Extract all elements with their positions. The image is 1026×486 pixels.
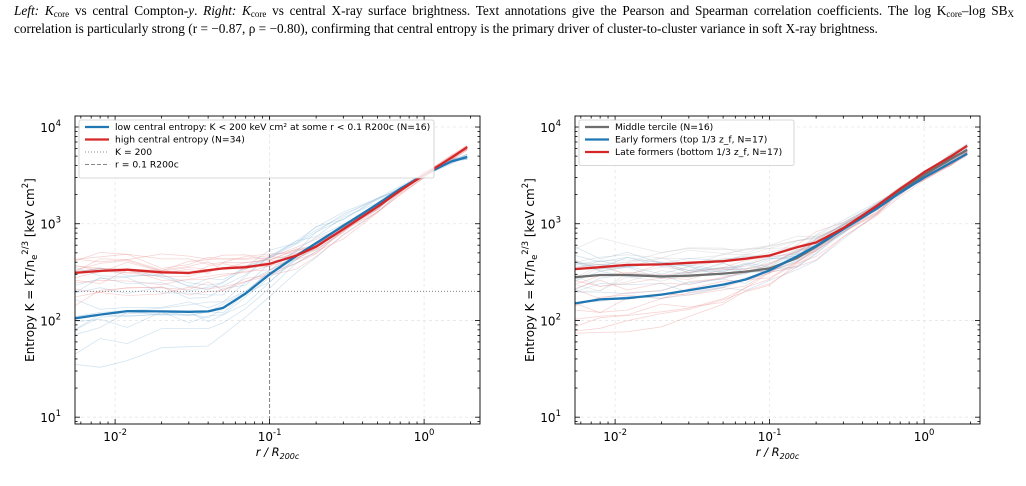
y-tick-label: 102: [540, 312, 561, 328]
caption-right-label: Right:: [203, 3, 237, 18]
individual-profile-line: [575, 152, 968, 320]
legend-label: r = 0.1 R200c: [115, 160, 179, 171]
individual-profile-line: [575, 152, 968, 334]
individual-profile-line: [575, 144, 968, 266]
y-tick-label: 101: [540, 409, 561, 425]
series-line-0: [75, 155, 468, 320]
individual-profile-line: [575, 151, 968, 272]
x-tick-label: 10-1: [258, 428, 282, 444]
x-tick-label: 10-2: [603, 428, 627, 444]
y-tick-label: 103: [540, 216, 561, 232]
right-entropy-chart: 10-2 10-1 100 101 102 103 104 r / R200c Entropy …: [521, 115, 981, 461]
series-line-1: [75, 146, 468, 275]
axes-frame: [574, 115, 981, 425]
plot-area: [575, 116, 980, 424]
individual-profile-line: [575, 151, 968, 313]
y-tick-label: 102: [40, 312, 61, 328]
x-tick-label: 10-2: [103, 428, 127, 444]
x-axis-label: r / R200c: [756, 445, 800, 461]
y-axis-label: Entropy K = kT/ne2/3 [keV cm2]: [21, 178, 40, 362]
individual-profile-line: [75, 154, 468, 330]
x-tick-label: 100: [914, 428, 935, 444]
x-tick-label: 10-1: [758, 428, 782, 444]
legend-label: Late formers (bottom 1/3 z_f, N=17): [615, 147, 782, 158]
x-axis-label: r / R200c: [256, 445, 300, 461]
y-tick-label: 101: [40, 409, 61, 425]
individual-profiles: [75, 145, 468, 368]
ticks: [575, 116, 980, 424]
legend-label: high central entropy (N=34): [115, 135, 245, 146]
individual-profile-line: [575, 150, 968, 327]
legend-box: [578, 119, 795, 166]
individual-profile-line: [75, 157, 468, 317]
y-tick-label: 104: [540, 119, 561, 135]
series-line-2: [575, 144, 968, 271]
figure-caption: Left: Kcore vs central Compton-y. Right:…: [14, 3, 1014, 36]
ticks: [75, 116, 480, 424]
legend-label: Middle tercile (N=16): [615, 122, 713, 133]
legend-label: Early formers (top 1/3 z_f, N=17): [615, 135, 767, 146]
plot-area: [75, 116, 480, 424]
individual-profiles: [575, 143, 968, 334]
left-entropy-chart: 10-2 10-1 100 101 102 103 104 r / R200c Entropy …: [21, 115, 481, 461]
legend: Middle tercile (N=16) Early formers (top …: [578, 119, 795, 166]
axes-frame: [74, 115, 481, 425]
x-tick-label: 100: [414, 428, 435, 444]
individual-profile-line: [575, 152, 968, 332]
legend-box: [78, 119, 435, 179]
legend-label: low central entropy: K < 200 keV cm² at …: [115, 122, 430, 133]
caption-left-label: Left:: [14, 3, 40, 18]
y-axis-label: Entropy K = kT/ne2/3 [keV cm2]: [521, 178, 540, 362]
y-tick-label: 103: [40, 216, 61, 232]
legend: low central entropy: K < 200 keV cm² at …: [78, 119, 435, 179]
series-line-1: [575, 152, 968, 305]
legend-label: K = 200: [115, 147, 152, 158]
y-tick-label: 104: [40, 119, 61, 135]
